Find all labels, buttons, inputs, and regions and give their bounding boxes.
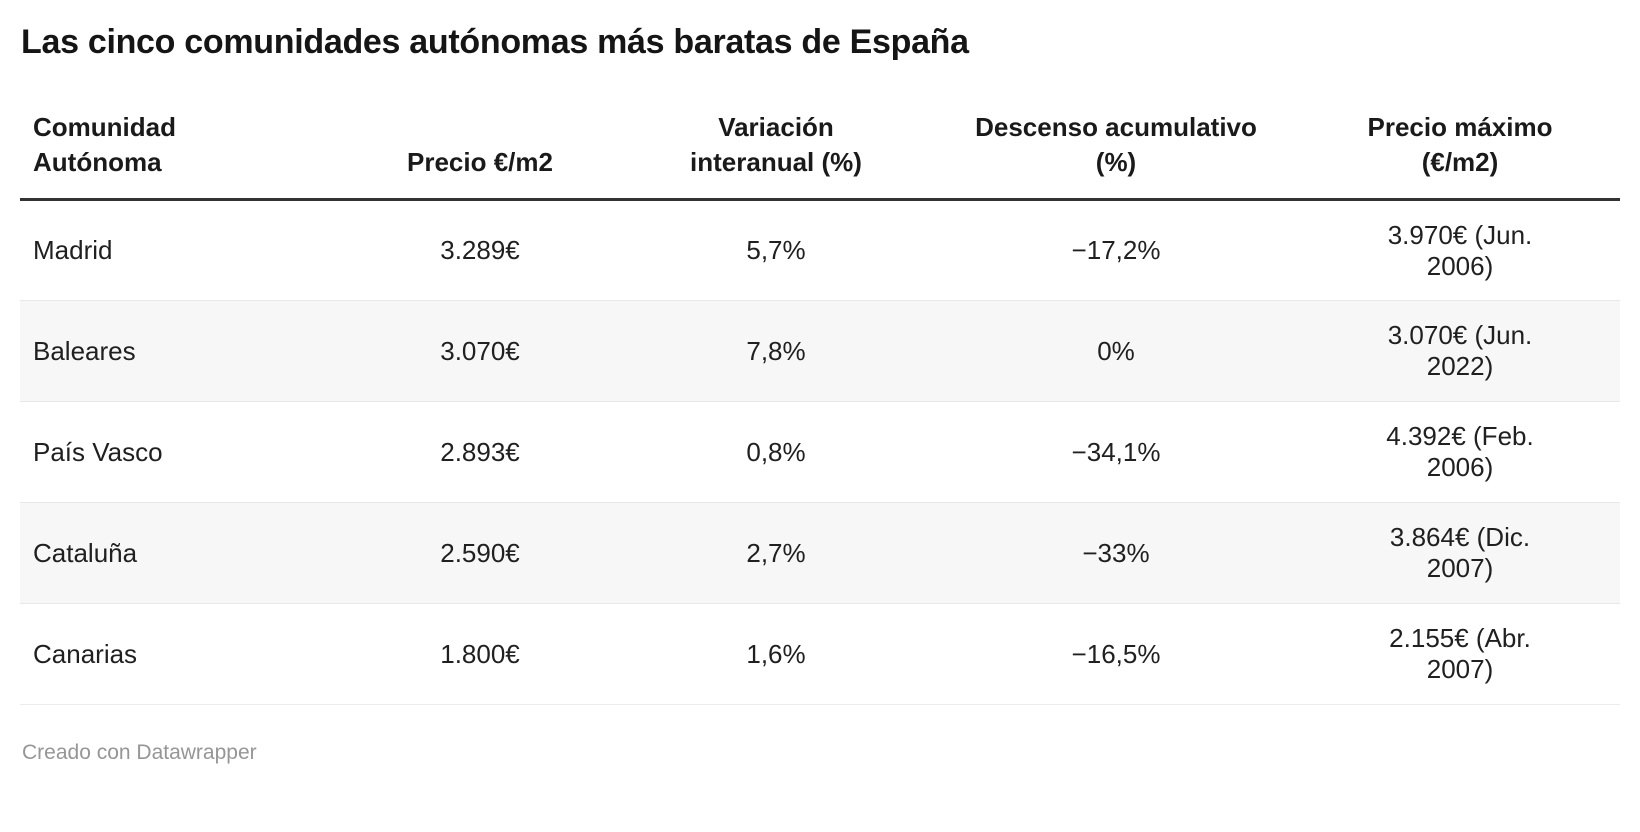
column-header-label: Variación interanual (%) bbox=[690, 112, 862, 177]
cell-precio-maximo-value: 2.155€ (Abr. 2007) bbox=[1389, 623, 1531, 684]
cell-precio-maximo-value: 3.070€ (Jun. 2022) bbox=[1387, 320, 1533, 381]
column-header-label: Precio €/m2 bbox=[407, 147, 553, 177]
cell-variacion: 2,7% bbox=[746, 537, 806, 568]
table-row-pais-vasco: País Vasco 2.893€ 0,8% −34,1% 4.392€ (Fe… bbox=[20, 401, 1620, 503]
cell-descenso: −16,5% bbox=[1071, 638, 1161, 669]
cell-precio-maximo-value: 3.864€ (Dic. 2007) bbox=[1389, 522, 1531, 583]
cell-precio-maximo-value: 4.392€ (Feb. 2006) bbox=[1386, 421, 1534, 482]
column-header-label: Precio máximo (€/m2) bbox=[1367, 112, 1553, 177]
cell-precio: 2.590€ bbox=[440, 537, 520, 568]
column-header-label: Descenso acumulativo (%) bbox=[975, 112, 1257, 177]
cell-precio-maximo: 2.155€ (Abr. 2007) bbox=[1300, 604, 1620, 705]
table-row-cataluna: Cataluña 2.590€ 2,7% −33% 3.864€ (Dic. 2… bbox=[20, 502, 1620, 604]
column-header-precio-maximo: Precio máximo (€/m2) bbox=[1300, 110, 1620, 200]
cell-precio-maximo: 3.864€ (Dic. 2007) bbox=[1300, 503, 1620, 604]
cell-descenso: −17,2% bbox=[1071, 235, 1161, 265]
table-row-madrid: Madrid 3.289€ 5,7% −17,2% 3.970€ (Jun. 2… bbox=[20, 200, 1620, 301]
column-header-label: Comunidad Autónoma bbox=[33, 112, 176, 177]
cell-precio-maximo: 3.970€ (Jun. 2006) bbox=[1300, 200, 1620, 301]
column-header-variacion-interanual: Variación interanual (%) bbox=[620, 110, 932, 200]
table-body: Madrid 3.289€ 5,7% −17,2% 3.970€ (Jun. 2… bbox=[20, 200, 1620, 705]
footer: Creado con Datawrapper bbox=[20, 741, 1620, 765]
column-header-precio: Precio €/m2 bbox=[340, 110, 620, 200]
cell-variacion: 5,7% bbox=[746, 235, 806, 265]
footer-credit[interactable]: Creado con Datawrapper bbox=[22, 741, 257, 764]
cell-precio-maximo: 3.070€ (Jun. 2022) bbox=[1300, 301, 1620, 402]
cell-variacion: 1,6% bbox=[746, 638, 806, 669]
cell-descenso: 0% bbox=[1097, 335, 1135, 366]
cell-precio: 1.800€ bbox=[440, 638, 520, 669]
column-header-descenso-acumulativo: Descenso acumulativo (%) bbox=[932, 110, 1300, 200]
cell-descenso: −34,1% bbox=[1071, 436, 1161, 467]
column-header-comunidad-autonoma: Comunidad Autónoma bbox=[20, 110, 340, 200]
cell-variacion: 7,8% bbox=[746, 335, 806, 366]
cell-comunidad: Canarias bbox=[33, 638, 138, 669]
cell-comunidad: Baleares bbox=[33, 335, 136, 366]
cell-descenso: −33% bbox=[1082, 537, 1150, 568]
chart-title: Las cinco comunidades autónomas más bara… bbox=[21, 23, 969, 61]
table-header: Comunidad Autónoma Precio €/m2 Variación… bbox=[20, 110, 1620, 200]
header-row: Comunidad Autónoma Precio €/m2 Variación… bbox=[20, 110, 1620, 200]
cell-precio-maximo: 4.392€ (Feb. 2006) bbox=[1300, 402, 1620, 503]
data-table: Comunidad Autónoma Precio €/m2 Variación… bbox=[20, 110, 1620, 705]
cell-variacion: 0,8% bbox=[746, 436, 806, 467]
table-row-canarias: Canarias 1.800€ 1,6% −16,5% 2.155€ (Abr.… bbox=[20, 603, 1620, 705]
cell-comunidad: Cataluña bbox=[33, 537, 138, 568]
cell-comunidad: País Vasco bbox=[33, 436, 163, 467]
cell-precio-maximo-value: 3.970€ (Jun. 2006) bbox=[1387, 219, 1533, 281]
cell-precio: 3.070€ bbox=[440, 335, 520, 366]
table-row-baleares: Baleares 3.070€ 7,8% 0% 3.070€ (Jun. 202… bbox=[20, 300, 1620, 402]
cell-precio: 3.289€ bbox=[440, 235, 520, 265]
cell-comunidad: Madrid bbox=[33, 235, 113, 265]
cell-precio: 2.893€ bbox=[440, 436, 520, 467]
